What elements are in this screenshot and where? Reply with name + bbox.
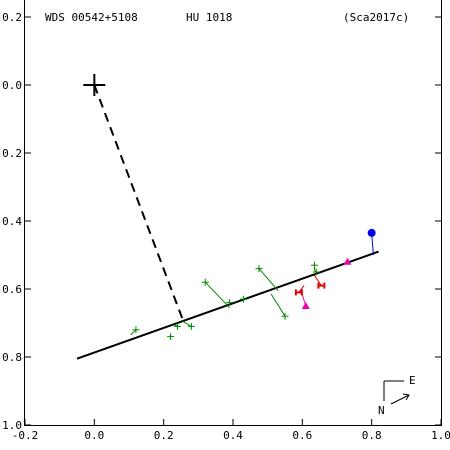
primary-star	[83, 74, 106, 96]
measure-point	[255, 265, 263, 273]
triangle-point	[301, 302, 310, 309]
measure-point	[167, 333, 175, 341]
x-tick-label: 1.0	[431, 429, 450, 442]
x-tick-label: 0.0	[84, 429, 104, 442]
y-tick-label: -0.8	[0, 351, 22, 364]
residual-line	[130, 329, 137, 336]
residual-line	[314, 275, 322, 286]
measure-point	[226, 299, 234, 307]
measure-point	[239, 295, 247, 303]
compass-north-label: N	[378, 404, 385, 417]
measure-point	[187, 322, 195, 330]
y-tick-label: -1.0	[0, 419, 22, 432]
residual-line	[182, 320, 192, 327]
x-tick-label: 0.2	[154, 429, 174, 442]
compass-motion-arrow	[390, 394, 410, 405]
x-tick-label: 0.8	[362, 429, 382, 442]
circle-point	[367, 228, 376, 237]
triangle-point	[343, 257, 352, 265]
discoverer-label: HU 1018	[186, 11, 232, 24]
ticks: -0.2 0.0 0.2 0.4 0.6 0.8 1.0 -0.2 0.0 -0.2 -0.4 -0.…	[0, 11, 450, 442]
residual-line	[270, 293, 286, 317]
measure-point	[310, 261, 318, 269]
measure-point	[281, 312, 289, 320]
compass: E N	[378, 374, 416, 417]
node-line-layer	[93, 84, 184, 320]
residuals	[130, 232, 374, 337]
residual-line	[298, 285, 305, 293]
orbit-line	[76, 250, 379, 360]
y-tick-label: -0.6	[0, 283, 22, 296]
speckle-point	[317, 282, 326, 289]
plot-frame	[24, 0, 442, 426]
x-tick-label: 0.6	[292, 429, 312, 442]
measure-point	[174, 322, 182, 330]
y-tick-label: -0.2	[0, 147, 22, 160]
compass-east-label: E	[409, 374, 416, 387]
x-tick-label: 0.4	[223, 429, 243, 442]
y-tick-label: -0.2	[0, 11, 22, 24]
markers	[132, 228, 376, 341]
residual-line	[204, 281, 230, 309]
y-tick-label: -0.4	[0, 215, 22, 228]
compass-arrow-head	[402, 393, 410, 401]
orbit-layer	[76, 250, 379, 360]
measure-point	[132, 326, 140, 334]
measure-point	[312, 268, 320, 276]
reference-label: (Sca2017c)	[343, 11, 409, 24]
measure-point	[201, 278, 209, 286]
node-line	[93, 84, 184, 320]
residual-line	[258, 268, 279, 292]
wds-label: WDS 00542+5108	[45, 11, 138, 24]
speckle-point	[294, 289, 303, 296]
x-tick-label: -0.2	[12, 429, 39, 442]
y-tick-label: 0.0	[2, 79, 22, 92]
